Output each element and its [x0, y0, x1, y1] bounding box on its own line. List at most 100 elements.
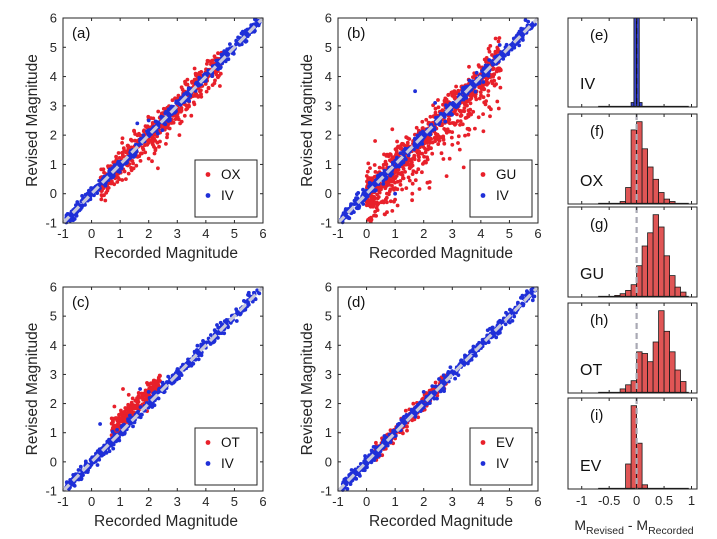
data-point-iv [203, 71, 208, 76]
data-point-gu [433, 106, 438, 111]
data-point-iv [153, 119, 158, 124]
data-point-iv [462, 363, 466, 367]
data-point-gu [405, 140, 410, 145]
data-point-gu [468, 97, 473, 102]
legend-label-iv: IV [496, 188, 509, 203]
x-tick-label: 0 [633, 493, 640, 508]
data-point-iv [236, 35, 241, 40]
data-point-iv [364, 194, 369, 199]
data-point-gu [473, 126, 477, 131]
y-tick-label: -1 [320, 216, 332, 231]
data-point-iv [133, 151, 138, 156]
y-tick-label: 4 [325, 338, 332, 353]
data-point-iv [497, 43, 502, 47]
data-point-ox [122, 169, 127, 174]
y-axis-label: Revised Magnitude [24, 54, 41, 187]
data-point-iv [160, 128, 165, 133]
data-point-gu [437, 138, 442, 143]
data-point-gu [461, 165, 466, 170]
data-point-gu [486, 89, 491, 93]
data-point-ox [165, 135, 169, 140]
data-point-iv [512, 314, 517, 319]
data-point-iv [356, 204, 361, 208]
y-axis-label: Revised Magnitude [299, 323, 316, 456]
data-point-ot [115, 417, 119, 422]
data-point-ot [136, 391, 141, 395]
histogram-bar [652, 214, 659, 298]
data-point-iv [384, 175, 389, 180]
y-tick-label: 0 [325, 454, 332, 469]
data-point-ox [99, 193, 104, 197]
data-point-ot [129, 400, 134, 405]
histogram-bar [625, 463, 632, 490]
data-point-ox [193, 93, 198, 98]
data-point-gu [476, 115, 481, 120]
data-point-iv [371, 445, 376, 449]
data-point-iv [469, 349, 473, 353]
data-point-iv [481, 80, 486, 84]
data-point-gu [414, 170, 419, 175]
data-point-gu [412, 157, 417, 162]
data-point-iv [175, 367, 180, 371]
data-point-iv [215, 330, 220, 334]
data-point-iv [95, 191, 100, 196]
data-point-gu [466, 126, 471, 131]
data-point-iv [246, 302, 251, 307]
data-point-iv [430, 384, 435, 388]
data-point-ox [175, 115, 180, 120]
data-point-gu [411, 169, 416, 174]
data-point-gu [434, 134, 438, 139]
data-point-iv [156, 131, 160, 136]
data-point-gu [368, 219, 373, 224]
data-point-iv [454, 105, 459, 110]
data-point-gu [391, 179, 395, 184]
data-point-ox [218, 84, 222, 88]
data-point-iv [503, 322, 508, 327]
data-point-iv [433, 101, 437, 105]
panel-label: (g) [590, 216, 608, 233]
x-tick-label: 3 [449, 226, 456, 241]
data-point-gu [400, 187, 404, 192]
data-point-iv [79, 477, 84, 482]
data-point-ox [120, 152, 125, 157]
axes-frame [567, 206, 698, 298]
scatter-panel-4: -1 0 1 2 3 4 5 6 -1 0 1 2 3 4 5 6 Recorded Magnitude Revi… [299, 280, 542, 531]
histogram-bar [680, 381, 687, 394]
data-point-iv [402, 414, 406, 419]
y-tick-label: 0 [325, 186, 332, 201]
data-point-iv [403, 157, 408, 162]
data-point-gu [452, 89, 457, 94]
data-point-ox [131, 161, 136, 166]
data-point-gu [423, 150, 428, 155]
data-point-ot [109, 416, 114, 421]
data-point-iv [119, 166, 124, 170]
data-point-iv [362, 468, 367, 473]
data-point-gu [404, 135, 409, 140]
data-point-ox [204, 89, 209, 94]
data-point-gu [416, 158, 421, 163]
data-point-ot [143, 388, 148, 393]
hist-xlabel: MRevised - MRecorded [574, 517, 693, 537]
data-point-ox [156, 166, 160, 171]
data-point-ox [205, 58, 210, 63]
data-point-ox [183, 79, 187, 84]
data-point-ox [110, 181, 115, 186]
data-point-ox [192, 66, 197, 71]
data-point-iv [201, 339, 205, 343]
histogram-bar [652, 341, 659, 394]
data-point-gu [466, 108, 471, 113]
data-point-ox [178, 121, 183, 126]
data-point-iv [485, 328, 490, 333]
data-point-iv [343, 207, 348, 211]
data-point-ox [169, 121, 174, 125]
data-point-gu [445, 127, 450, 132]
data-point-gu [444, 174, 449, 179]
data-point-iv [480, 340, 485, 345]
data-point-iv [398, 151, 403, 156]
data-point-gu [436, 98, 440, 102]
data-point-ox [101, 167, 106, 172]
data-point-ot [153, 385, 158, 390]
data-point-gu [416, 152, 421, 156]
panel-label: (f) [590, 123, 604, 140]
